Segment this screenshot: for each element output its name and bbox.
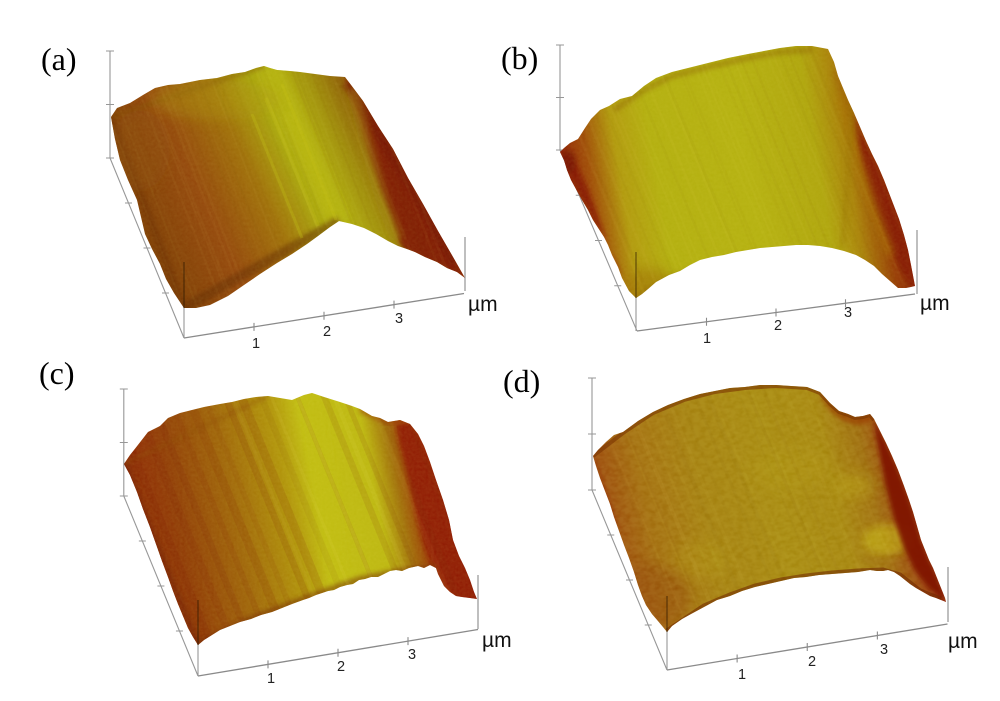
svg-text:µm: µm — [468, 293, 498, 316]
svg-text:1: 1 — [252, 336, 260, 352]
svg-text:1: 1 — [267, 671, 275, 687]
svg-text:1: 1 — [703, 331, 711, 347]
svg-text:2: 2 — [774, 318, 782, 334]
svg-text:3: 3 — [408, 647, 416, 663]
svg-text:3: 3 — [844, 305, 852, 321]
svg-text:µm: µm — [920, 292, 950, 315]
svg-text:2: 2 — [808, 654, 816, 670]
svg-text:1: 1 — [738, 667, 746, 683]
svg-text:2: 2 — [337, 659, 345, 675]
svg-text:(d): (d) — [503, 363, 540, 399]
svg-text:(c): (c) — [39, 355, 75, 391]
svg-text:µm: µm — [482, 629, 512, 652]
svg-text:2: 2 — [323, 324, 331, 340]
svg-text:(b): (b) — [501, 40, 538, 76]
svg-text:3: 3 — [395, 311, 403, 327]
svg-text:µm: µm — [948, 630, 978, 653]
svg-text:3: 3 — [880, 642, 888, 658]
svg-text:(a): (a) — [41, 41, 77, 77]
